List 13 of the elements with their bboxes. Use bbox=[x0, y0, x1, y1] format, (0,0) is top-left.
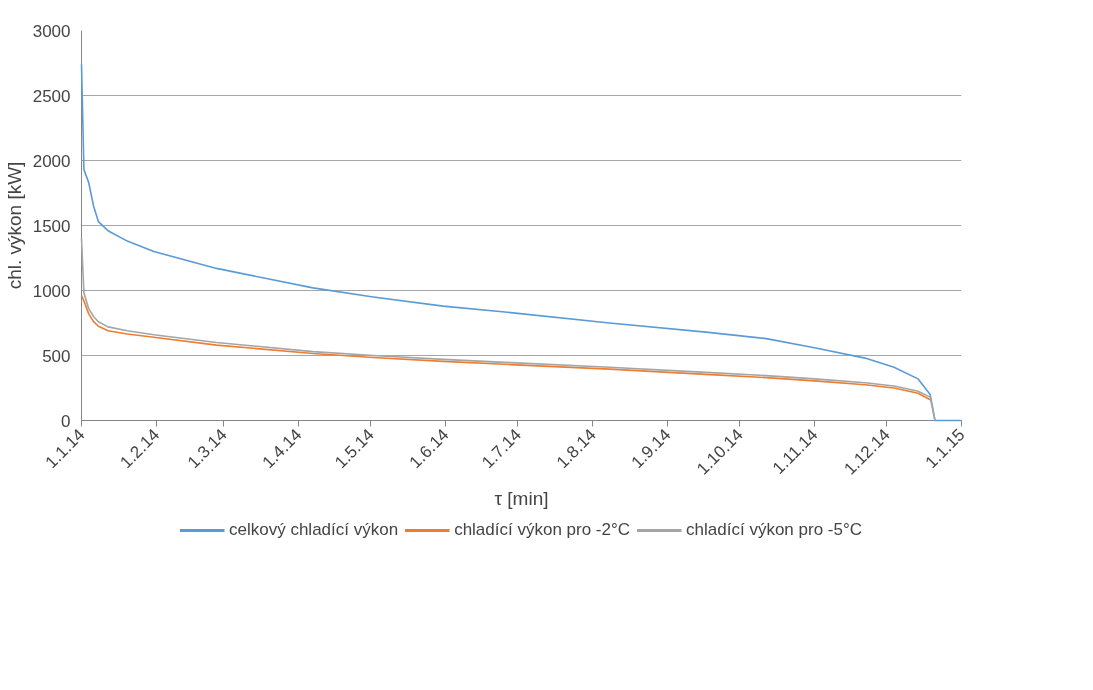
y-tick-label: 500 bbox=[42, 346, 71, 366]
y-tick-label: 2500 bbox=[32, 86, 71, 106]
legend-label: chladící výkon pro -5°C bbox=[686, 520, 863, 540]
legend-label: celkový chladící výkon bbox=[228, 520, 399, 540]
x-axis-title: τ [min] bbox=[494, 488, 549, 510]
legend-label: chladící výkon pro -2°C bbox=[454, 520, 631, 540]
y-tick-label: 2000 bbox=[32, 151, 71, 171]
y-tick-label: 1500 bbox=[32, 216, 71, 236]
y-axis-title: chl. výkon [kW] bbox=[3, 161, 25, 290]
line-series bbox=[80, 294, 931, 401]
y-tick-label: 1000 bbox=[32, 281, 71, 301]
y-tick-label: 3000 bbox=[32, 21, 71, 41]
y-tick-label: 0 bbox=[61, 411, 71, 431]
